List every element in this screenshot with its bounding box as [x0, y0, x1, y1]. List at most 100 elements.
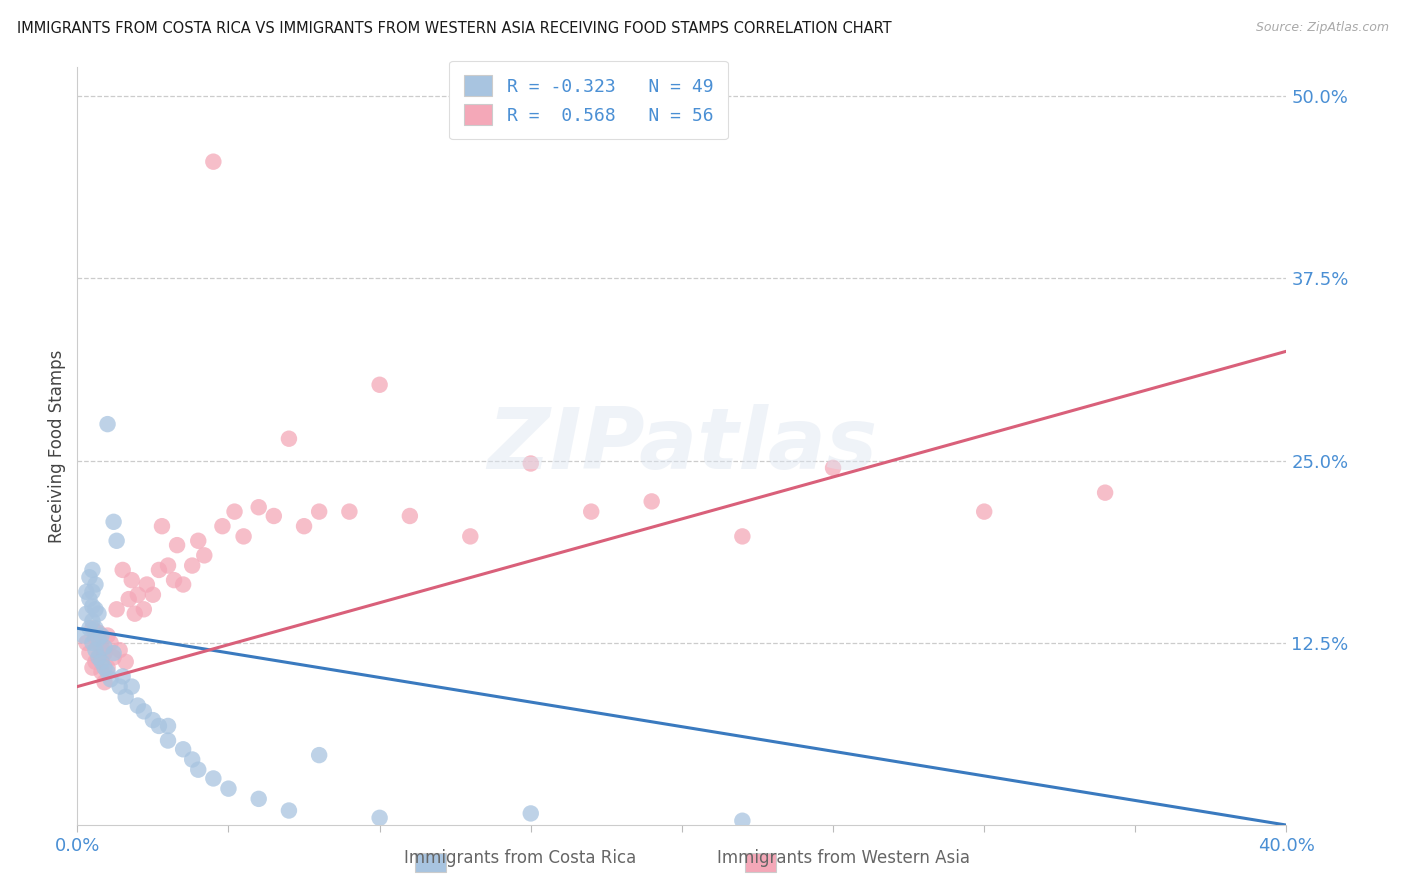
Point: [278, 432, 301, 446]
Point: [172, 742, 194, 756]
Point: [84, 602, 107, 616]
Point: [135, 577, 157, 591]
Point: [72, 628, 94, 642]
Text: Immigrants from Western Asia: Immigrants from Western Asia: [717, 849, 970, 867]
Point: [142, 713, 165, 727]
Legend: R = -0.323   N = 49, R =  0.568   N = 56: R = -0.323 N = 49, R = 0.568 N = 56: [449, 61, 728, 139]
Point: [132, 705, 155, 719]
Point: [157, 558, 180, 573]
Point: [75, 607, 97, 621]
Point: [108, 680, 131, 694]
Point: [105, 602, 128, 616]
Point: [581, 505, 603, 519]
Point: [118, 592, 141, 607]
Point: [218, 781, 240, 796]
Point: [100, 636, 122, 650]
Point: [157, 733, 180, 747]
Point: [124, 607, 146, 621]
Point: [247, 500, 270, 515]
Point: [87, 607, 110, 621]
Point: [308, 748, 330, 763]
Point: [731, 529, 754, 543]
Point: [82, 636, 104, 650]
Point: [292, 519, 315, 533]
Point: [157, 719, 180, 733]
Point: [232, 529, 254, 543]
Text: ZIPatlas: ZIPatlas: [486, 404, 877, 488]
Point: [103, 650, 125, 665]
Point: [82, 621, 104, 635]
Point: [96, 665, 118, 679]
Point: [368, 811, 391, 825]
Point: [520, 806, 543, 821]
Y-axis label: Receiving Food Stamps: Receiving Food Stamps: [48, 350, 66, 542]
Point: [75, 584, 97, 599]
Point: [1094, 485, 1116, 500]
Text: IMMIGRANTS FROM COSTA RICA VS IMMIGRANTS FROM WESTERN ASIA RECEIVING FOOD STAMPS: IMMIGRANTS FROM COSTA RICA VS IMMIGRANTS…: [17, 21, 891, 36]
Point: [181, 752, 204, 766]
Point: [114, 655, 136, 669]
Point: [150, 519, 173, 533]
Point: [520, 457, 543, 471]
Point: [103, 646, 125, 660]
Point: [263, 508, 285, 523]
Point: [93, 660, 115, 674]
Point: [93, 640, 115, 655]
Point: [105, 533, 128, 548]
Point: [148, 563, 170, 577]
Point: [79, 570, 101, 584]
Point: [114, 690, 136, 704]
Point: [93, 675, 115, 690]
Point: [90, 655, 112, 669]
Point: [193, 549, 215, 563]
Point: [82, 599, 104, 614]
Point: [172, 577, 194, 591]
Point: [181, 558, 204, 573]
Point: [458, 529, 481, 543]
Point: [368, 377, 391, 392]
Point: [731, 814, 754, 828]
Point: [132, 602, 155, 616]
Point: [90, 665, 112, 679]
Point: [142, 588, 165, 602]
Text: Immigrants from Costa Rica: Immigrants from Costa Rica: [404, 849, 637, 867]
Point: [202, 772, 225, 786]
Point: [641, 494, 664, 508]
Text: Source: ZipAtlas.com: Source: ZipAtlas.com: [1256, 21, 1389, 34]
Point: [211, 519, 233, 533]
Point: [79, 592, 101, 607]
Point: [973, 505, 995, 519]
Point: [308, 505, 330, 519]
Point: [202, 154, 225, 169]
Point: [90, 640, 112, 655]
Point: [224, 505, 246, 519]
Point: [87, 625, 110, 640]
Point: [100, 673, 122, 687]
Point: [87, 650, 110, 665]
Point: [87, 650, 110, 665]
Point: [75, 636, 97, 650]
Point: [96, 628, 118, 642]
Point: [84, 632, 107, 646]
Point: [163, 573, 186, 587]
Point: [187, 533, 209, 548]
Point: [84, 643, 107, 657]
Point: [121, 680, 143, 694]
Point: [399, 508, 422, 523]
Point: [166, 538, 188, 552]
Point: [90, 628, 112, 642]
Point: [79, 621, 101, 635]
Point: [337, 505, 360, 519]
Point: [278, 804, 301, 818]
Point: [96, 660, 118, 674]
Point: [127, 588, 149, 602]
Point: [82, 614, 104, 628]
Point: [821, 461, 844, 475]
Point: [82, 584, 104, 599]
Point: [247, 792, 270, 806]
Point: [87, 632, 110, 646]
Point: [148, 719, 170, 733]
Point: [84, 577, 107, 591]
Point: [108, 643, 131, 657]
Point: [111, 669, 134, 683]
